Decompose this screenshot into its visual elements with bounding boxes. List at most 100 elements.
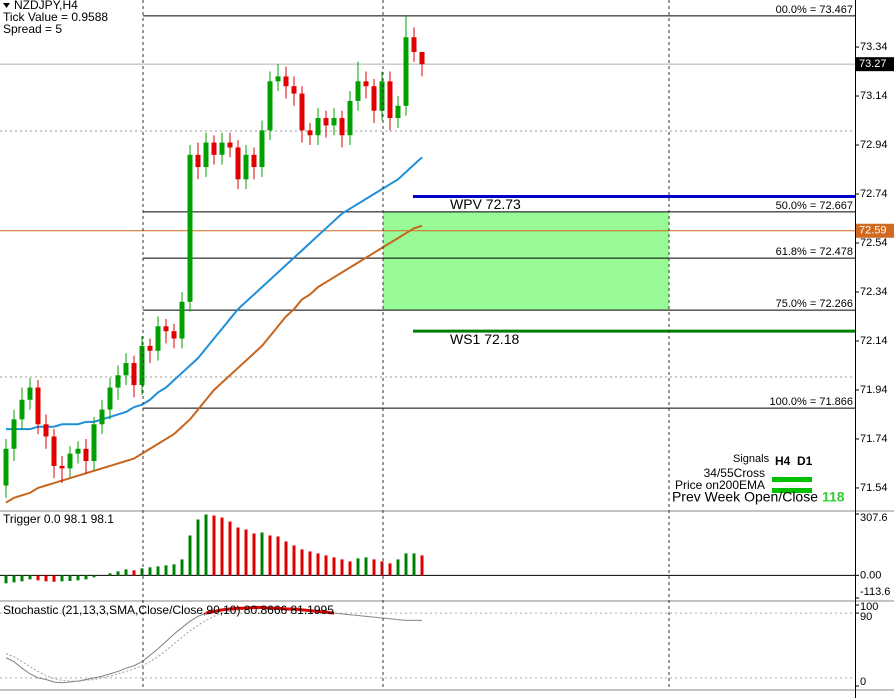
- histogram-bar: [212, 515, 216, 576]
- histogram-bar: [300, 549, 304, 576]
- candle-body: [3, 448, 9, 486]
- candle-body: [19, 399, 25, 420]
- candle-body: [203, 142, 209, 168]
- histogram-bar: [116, 571, 120, 576]
- y-tick-label: 72.94: [860, 139, 888, 151]
- histogram-bar: [244, 529, 248, 576]
- overbought-segment: [261, 605, 271, 610]
- histogram-bar: [188, 535, 192, 576]
- histogram-bar: [92, 575, 96, 578]
- y-tick-label: 72.54: [860, 237, 888, 249]
- histogram-bar: [412, 553, 416, 576]
- histogram-bar: [12, 575, 16, 583]
- candle-body: [163, 326, 169, 332]
- fib-label: 50.0% = 72.667: [776, 200, 853, 212]
- histogram-bar: [196, 519, 200, 576]
- y-tick-label: 72.74: [860, 188, 888, 200]
- signals-row: Prev Week Open/Close: [672, 489, 818, 505]
- overbought-segment: [317, 609, 327, 614]
- candle-body: [187, 154, 193, 302]
- candle-body: [387, 81, 393, 119]
- histogram-bar: [20, 575, 24, 582]
- candle-body: [339, 118, 345, 136]
- candle-body: [51, 436, 57, 466]
- signals-row: 34/55Cross: [704, 466, 765, 480]
- candle-body: [67, 453, 73, 469]
- y-tick-label: 71.94: [860, 384, 888, 396]
- histogram-bar: [68, 575, 72, 581]
- candle-body: [83, 448, 89, 462]
- histogram-bar: [60, 575, 64, 582]
- overbought-segment: [277, 606, 287, 611]
- histogram-bar: [308, 551, 312, 576]
- candle-body: [331, 118, 337, 126]
- y-tick-label: 307.6: [860, 512, 888, 524]
- candle-body: [355, 81, 361, 101]
- overbought-segment: [245, 605, 255, 610]
- fib-label: 00.0% = 73.467: [776, 4, 853, 16]
- candle-body: [291, 86, 297, 94]
- histogram-bar: [124, 569, 128, 576]
- stochastic-line: [5, 607, 423, 682]
- candle-body: [27, 387, 33, 400]
- histogram-bar: [180, 559, 184, 576]
- candle-body: [219, 142, 225, 155]
- histogram-bar: [388, 563, 392, 576]
- histogram-bar: [316, 553, 320, 576]
- y-tick-label: 0.00: [860, 569, 881, 581]
- signals-column: H4: [775, 454, 791, 468]
- candle-body: [227, 142, 233, 148]
- candle-body: [315, 118, 321, 136]
- y-tick-label: 72.14: [860, 335, 888, 347]
- histogram-bar: [372, 559, 376, 576]
- y-tick-label: 72.34: [860, 286, 888, 298]
- candle-body: [243, 154, 249, 180]
- candle-body: [131, 363, 137, 386]
- panel-title: Trigger 0.0 98.1 98.1: [3, 512, 114, 526]
- histogram-bar: [204, 514, 208, 576]
- candle-body: [371, 86, 377, 111]
- candle-body: [59, 465, 65, 469]
- dropdown-icon: [3, 3, 10, 8]
- candle-body: [107, 387, 113, 410]
- candle-body: [259, 130, 265, 168]
- candle-body: [43, 424, 49, 437]
- signal-indicator: [772, 488, 812, 493]
- candle-body: [75, 448, 81, 454]
- candle-body: [211, 142, 217, 155]
- signal-indicator: [772, 477, 812, 482]
- histogram-bar: [148, 567, 152, 576]
- y-tick-label: 71.74: [860, 433, 888, 445]
- candle-body: [147, 345, 153, 351]
- histogram-bar: [332, 557, 336, 576]
- candle-body: [35, 387, 41, 425]
- signals-row: Price on200EMA: [675, 478, 765, 492]
- histogram-bar: [348, 561, 352, 576]
- y-tick-label: 73.14: [860, 90, 888, 102]
- histogram-bar: [420, 555, 424, 576]
- overbought-segment: [325, 610, 335, 615]
- y-tick-label: 90: [860, 611, 872, 623]
- histogram-bar: [44, 575, 48, 582]
- histogram-bar: [404, 553, 408, 576]
- y-tick-label: 100: [860, 601, 878, 613]
- y-tick-label: 0: [860, 676, 866, 688]
- moving-average: [6, 156, 423, 431]
- candle-body: [347, 100, 353, 136]
- candle-body: [363, 81, 369, 87]
- histogram-bar: [36, 575, 40, 581]
- histogram-bar: [276, 536, 280, 576]
- histogram-bar: [108, 573, 112, 576]
- histogram-bar: [4, 575, 8, 584]
- price-box-label: 72.59: [859, 225, 887, 237]
- fib-label: 75.0% = 72.266: [776, 298, 853, 310]
- candle-body: [403, 37, 409, 106]
- histogram-bar: [172, 564, 176, 576]
- overbought-segment: [301, 608, 311, 613]
- y-tick-label: 71.54: [860, 482, 888, 494]
- histogram-bar: [132, 570, 136, 576]
- histogram-bar: [292, 545, 296, 576]
- histogram-bar: [340, 559, 344, 576]
- histogram-bar: [364, 557, 368, 576]
